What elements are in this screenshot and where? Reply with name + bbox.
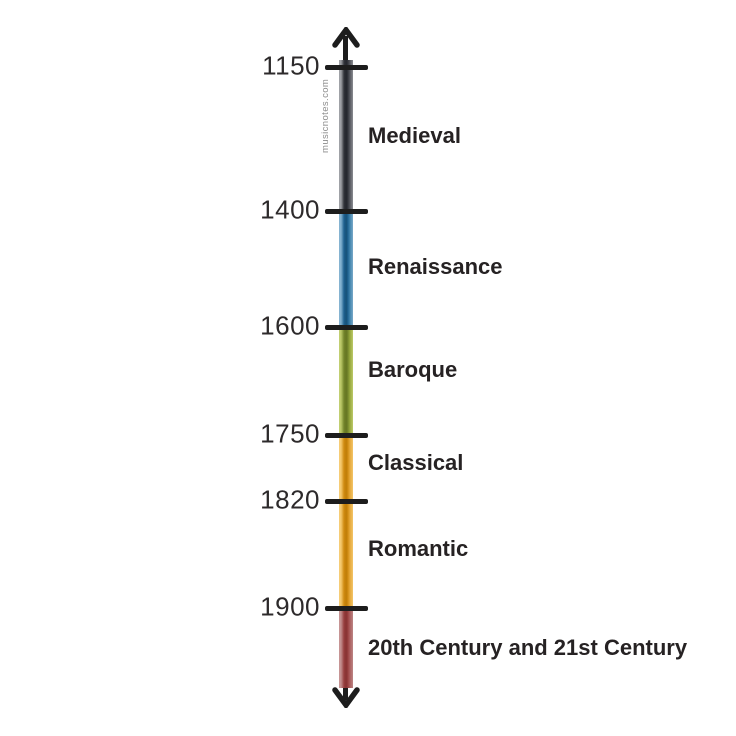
segment-classical [339, 435, 353, 501]
axis-stem-bottom [343, 682, 348, 700]
tick-1400 [325, 208, 368, 214]
segment-renaissance [339, 211, 353, 327]
arrow-down-icon [332, 687, 360, 708]
year-label-1750: 1750 [260, 418, 320, 449]
tick-1150 [325, 64, 368, 70]
era-label-modern: 20th Century and 21st Century [368, 635, 688, 660]
segment-modern [339, 608, 353, 688]
era-label-classical: Classical [368, 450, 464, 475]
era-label-romantic: Romantic [368, 536, 469, 561]
year-label-1900: 1900 [260, 591, 320, 622]
segment-romantic [339, 501, 353, 608]
tick-1600 [325, 324, 368, 330]
arrow-up-icon [332, 27, 360, 48]
tick-1900 [325, 605, 368, 611]
year-label-1150: 1150 [262, 50, 320, 81]
tick-1820 [325, 498, 368, 504]
axis-stem-top [343, 36, 348, 70]
watermark-text: musicnotes.com [320, 78, 331, 153]
segment-baroque [339, 327, 353, 435]
era-label-medieval: Medieval [368, 123, 461, 148]
year-label-1820: 1820 [260, 484, 320, 515]
era-label-baroque: Baroque [368, 357, 458, 382]
tick-1750 [325, 432, 368, 438]
year-label-1400: 1400 [260, 194, 320, 225]
segment-medieval [339, 60, 353, 211]
era-label-renaissance: Renaissance [368, 254, 503, 279]
year-label-1600: 1600 [260, 310, 320, 341]
